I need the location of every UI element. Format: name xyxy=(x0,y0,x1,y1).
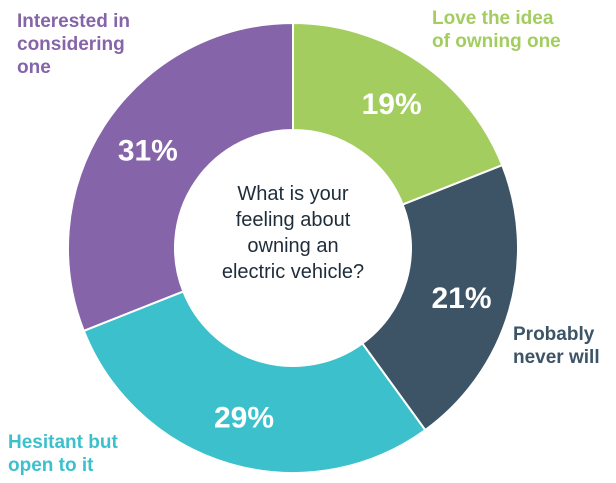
slices-group xyxy=(67,21,519,474)
center-question: What is your feeling about owning an electr… xyxy=(222,183,364,283)
slice-value-label: 21% xyxy=(432,282,492,315)
slice-category-label: Hesitant but open to it xyxy=(8,432,118,476)
percent-labels-group: 19% 21% 29% 31% xyxy=(118,88,492,435)
slice-value-label: 31% xyxy=(118,134,178,167)
slice-labels-group: Love the idea of owning one Probably never … xyxy=(8,8,600,476)
slice-value-label: 19% xyxy=(362,88,422,121)
slice-category-label: Love the idea of owning one xyxy=(432,8,561,52)
slice-3 xyxy=(82,290,427,474)
slice-category-label: Probably never will xyxy=(513,324,600,368)
slice-1 xyxy=(292,21,504,206)
slice-4 xyxy=(67,21,294,333)
slice-category-label: Interested in considering one xyxy=(17,11,130,78)
slice-2 xyxy=(360,163,519,432)
slice-value-label: 29% xyxy=(214,402,274,435)
